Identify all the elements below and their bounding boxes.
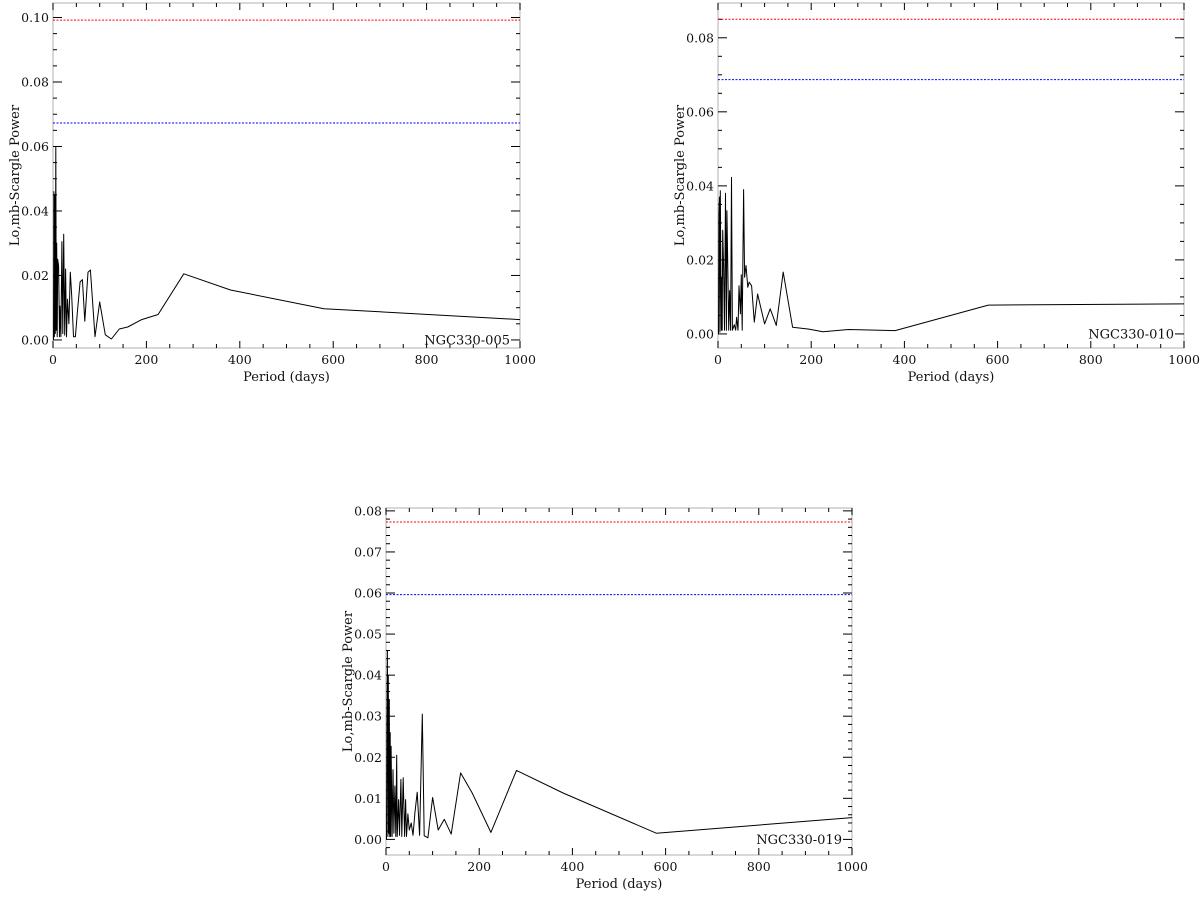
x-tick-label: 0	[49, 352, 57, 367]
x-tick-label: 0	[714, 352, 722, 367]
x-axis-label: Period (days)	[576, 877, 663, 892]
x-tick-label: 600	[321, 352, 345, 367]
x-tick-label: 800	[1079, 352, 1103, 367]
y-tick-label: 0.10	[21, 10, 49, 25]
y-tick-label: 0.00	[354, 832, 382, 847]
x-tick-label: 600	[654, 859, 678, 874]
y-tick-label: 0.06	[686, 104, 714, 119]
star-label: NGC330-010	[1088, 327, 1174, 342]
star-label: NGC330-019	[756, 833, 842, 848]
x-tick-label: 1000	[1168, 352, 1200, 367]
x-tick-label: 400	[228, 352, 252, 367]
y-tick-label: 0.00	[686, 326, 714, 341]
y-tick-label: 0.05	[354, 627, 382, 642]
y-tick-label: 0.01	[354, 791, 382, 806]
y-tick-label: 0.06	[21, 139, 49, 154]
y-tick-label: 0.02	[354, 750, 382, 765]
x-tick-label: 1000	[504, 352, 536, 367]
y-tick-label: 0.04	[686, 178, 714, 193]
x-tick-label: 600	[986, 352, 1010, 367]
power-series-line	[386, 650, 852, 840]
periodogram-panel-3: 0 200 400 600 800 1000 0.00 0.01 0.02 0.03 0.04 0.0…	[341, 503, 868, 892]
plot-frame	[717, 2, 1185, 349]
y-tick-label: 0.04	[21, 203, 49, 218]
y-axis-label: Lo,mb-Scargle Power	[341, 610, 356, 752]
x-tick-label: 400	[892, 352, 916, 367]
x-axis-label: Period (days)	[243, 370, 330, 385]
x-tick-label: 800	[415, 352, 439, 367]
y-tick-label: 0.03	[354, 709, 382, 724]
power-series-line	[53, 146, 520, 340]
y-tick-label: 0.02	[686, 252, 714, 267]
star-label: NGC330-005	[424, 333, 510, 348]
x-tick-label: 200	[799, 352, 823, 367]
y-tick-label: 0.06	[354, 586, 382, 601]
y-tick-label: 0.08	[21, 74, 49, 89]
power-series-line	[718, 176, 1184, 334]
y-tick-label: 0.02	[21, 268, 49, 283]
periodogram-panel-1: 0 200 400 600 800 1000 0.00 0.02 0.04 0.06 0.08 0.1…	[8, 2, 536, 385]
x-tick-label: 1000	[836, 859, 868, 874]
y-tick-label: 0.04	[354, 668, 382, 683]
y-tick-label: 0.08	[354, 503, 382, 518]
plot-frame	[52, 2, 521, 349]
y-tick-label: 0.07	[354, 544, 382, 559]
y-axis-label: Lo,mb-Scargle Power	[8, 104, 23, 246]
y-tick-label: 0.08	[686, 30, 714, 45]
x-tick-label: 200	[467, 859, 491, 874]
periodogram-panel-2: 0 200 400 600 800 1000 0.00 0.02 0.04 0.06 0.08 NGC…	[673, 2, 1200, 385]
x-tick-label: 800	[747, 859, 771, 874]
x-tick-label: 0	[382, 859, 390, 874]
y-axis-label: Lo,mb-Scargle Power	[673, 104, 688, 246]
y-tick-label: 0.00	[21, 332, 49, 347]
x-axis-label: Period (days)	[908, 370, 995, 385]
x-tick-label: 400	[560, 859, 584, 874]
x-tick-label: 200	[134, 352, 158, 367]
